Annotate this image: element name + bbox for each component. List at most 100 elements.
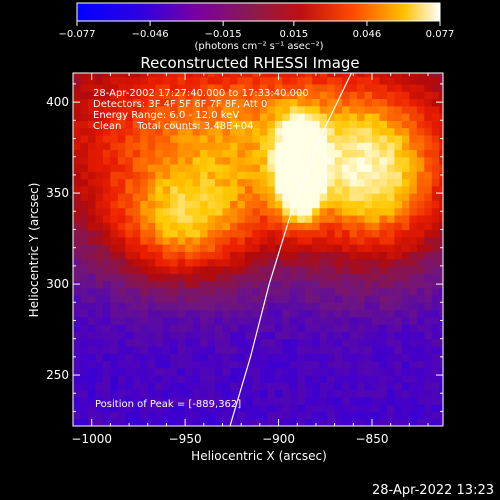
heatmap-cell [431, 127, 440, 136]
heatmap-cell [244, 98, 253, 107]
heatmap-cell [424, 185, 433, 194]
heatmap-cell [200, 389, 209, 398]
heatmap-cell [282, 404, 291, 413]
heatmap-cell [349, 382, 358, 391]
heatmap-cell [379, 120, 388, 129]
heatmap-cell [319, 375, 328, 383]
heatmap-cell [357, 185, 366, 194]
heatmap-cell [327, 98, 336, 107]
heatmap-cell [140, 98, 149, 107]
heatmap-cell [215, 265, 224, 274]
heatmap-cell [312, 345, 321, 354]
heatmap-cell [170, 338, 179, 347]
heatmap-cell [431, 149, 440, 158]
heatmap-cell [132, 331, 141, 340]
heatmap-cell [386, 83, 396, 92]
heatmap-cell [237, 396, 246, 405]
heatmap-cell [185, 76, 194, 85]
heatmap-cell [207, 127, 216, 136]
heatmap-cell [252, 389, 261, 398]
heatmap-cell [349, 309, 358, 318]
heatmap-cell [371, 178, 381, 187]
heatmap-cell [170, 156, 179, 165]
heatmap-cell [87, 316, 97, 325]
heatmap-cell [289, 418, 298, 426]
heatmap-cell [424, 273, 433, 282]
heatmap-cell [117, 113, 126, 121]
heatmap-cell [416, 396, 425, 405]
heatmap-cell [401, 236, 410, 245]
heatmap-cell [147, 331, 156, 340]
heatmap-cell [327, 302, 336, 311]
heatmap-cell [304, 411, 313, 420]
heatmap-cell [102, 98, 111, 107]
heatmap-cell [95, 83, 104, 92]
heatmap-cell [259, 404, 268, 413]
heatmap-cell [259, 280, 268, 289]
heatmap-cell [117, 178, 126, 187]
heatmap-cell [379, 316, 388, 325]
heatmap-cell [102, 251, 111, 260]
heatmap-cell [416, 98, 425, 107]
heatmap-cell [401, 389, 410, 398]
heatmap-cell [424, 280, 433, 289]
heatmap-cell [207, 287, 216, 296]
heatmap-cell [73, 265, 82, 274]
heatmap-cell [342, 200, 351, 209]
heatmap-cell [342, 83, 351, 92]
heatmap-cell [170, 200, 179, 209]
heatmap-cell [409, 396, 418, 405]
heatmap-cell [117, 316, 126, 325]
heatmap-cell [192, 244, 201, 252]
heatmap-cell [170, 185, 179, 194]
heatmap-cell [274, 375, 283, 383]
heatmap-cell [147, 73, 156, 78]
heatmap-cell [371, 236, 381, 245]
heatmap-cell [282, 156, 291, 165]
heatmap-cell [334, 316, 343, 325]
heatmap-cell [140, 222, 149, 231]
heatmap-cell [431, 142, 440, 151]
heatmap-cell [394, 418, 403, 426]
heatmap-cell [170, 76, 179, 85]
heatmap-cell [147, 120, 156, 129]
heatmap-cell [80, 375, 89, 383]
heatmap-cell [364, 178, 373, 187]
heatmap-cell [259, 113, 268, 121]
heatmap-cell [185, 229, 194, 238]
heatmap-cell [192, 411, 201, 420]
heatmap-cell [267, 229, 276, 238]
heatmap-cell [424, 404, 433, 413]
heatmap-cell [102, 185, 111, 194]
heatmap-cell [394, 404, 403, 413]
heatmap-cell [87, 411, 97, 420]
heatmap-cell [386, 236, 396, 245]
heatmap-cell [371, 302, 381, 311]
heatmap-cell [110, 83, 119, 92]
heatmap-cell [416, 331, 425, 340]
heatmap-cell [237, 185, 246, 194]
heatmap-cell [237, 375, 246, 383]
heatmap-cell [297, 236, 306, 245]
heatmap-cell [140, 316, 149, 325]
heatmap-cell [267, 345, 276, 354]
heatmap-cell [289, 280, 298, 289]
heatmap-cell [386, 244, 396, 252]
heatmap-cell [192, 338, 201, 347]
heatmap-cell [439, 367, 443, 376]
heatmap-cell [200, 127, 209, 136]
heatmap-cell [289, 163, 298, 172]
heatmap-cell [357, 353, 366, 362]
heatmap-cell [379, 251, 388, 260]
heatmap-cell [132, 251, 141, 260]
heatmap-cell [229, 265, 239, 274]
heatmap-cell [342, 185, 351, 194]
heatmap-cell [87, 91, 97, 100]
heatmap-cell [431, 200, 440, 209]
heatmap-cell [364, 265, 373, 274]
heatmap-cell [297, 142, 306, 151]
heatmap-cell [215, 142, 224, 151]
heatmap-cell [371, 331, 381, 340]
heatmap-cell [371, 280, 381, 289]
heatmap-cell [304, 185, 313, 194]
